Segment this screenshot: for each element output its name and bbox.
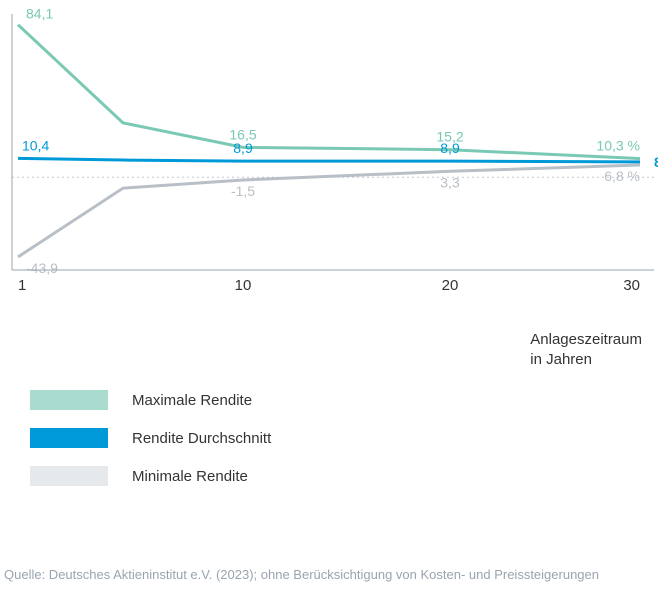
datapoint-label: 10,4 bbox=[22, 137, 49, 153]
datapoint-label: 6,8 % bbox=[604, 168, 640, 184]
datapoint-label: -43,9 bbox=[26, 260, 58, 276]
x-tick: 30 bbox=[623, 277, 640, 294]
x-tick: 10 bbox=[235, 277, 252, 294]
datapoint-label: 8,9 bbox=[440, 140, 460, 156]
datapoint-label: 10,3 % bbox=[596, 138, 640, 154]
datapoint-label: -1,5 bbox=[231, 183, 255, 199]
legend-item-avg: Rendite Durchschnitt bbox=[30, 428, 271, 448]
datapoint-label: 84,1 bbox=[26, 8, 53, 22]
source-note: Quelle: Deutsches Aktieninstitut e.V. (2… bbox=[4, 567, 599, 582]
legend-swatch bbox=[30, 466, 108, 486]
rendite-chart: 84,116,515,210,3 %10,48,98,98,5 %-43,9-1… bbox=[8, 8, 658, 298]
datapoint-label: 8,9 bbox=[233, 140, 253, 156]
chart-canvas: 84,116,515,210,3 %10,48,98,98,5 %-43,9-1… bbox=[8, 8, 658, 298]
legend-label: Rendite Durchschnitt bbox=[132, 430, 271, 447]
legend-swatch bbox=[30, 390, 108, 410]
x-tick: 1 bbox=[18, 277, 26, 294]
legend: Maximale Rendite Rendite Durchschnitt Mini… bbox=[30, 390, 271, 486]
x-axis-title-line2: in Jahren bbox=[530, 351, 592, 368]
x-axis-title: Anlageszeitraum in Jahren bbox=[530, 330, 642, 369]
legend-label: Minimale Rendite bbox=[132, 468, 248, 485]
datapoint-label: 8,5 % bbox=[654, 154, 658, 170]
legend-item-max: Maximale Rendite bbox=[30, 390, 271, 410]
x-tick: 20 bbox=[442, 277, 459, 294]
datapoint-label: 3,3 bbox=[440, 174, 460, 190]
legend-item-min: Minimale Rendite bbox=[30, 466, 271, 486]
legend-swatch bbox=[30, 428, 108, 448]
x-axis-title-line1: Anlageszeitraum bbox=[530, 331, 642, 348]
legend-label: Maximale Rendite bbox=[132, 392, 252, 409]
